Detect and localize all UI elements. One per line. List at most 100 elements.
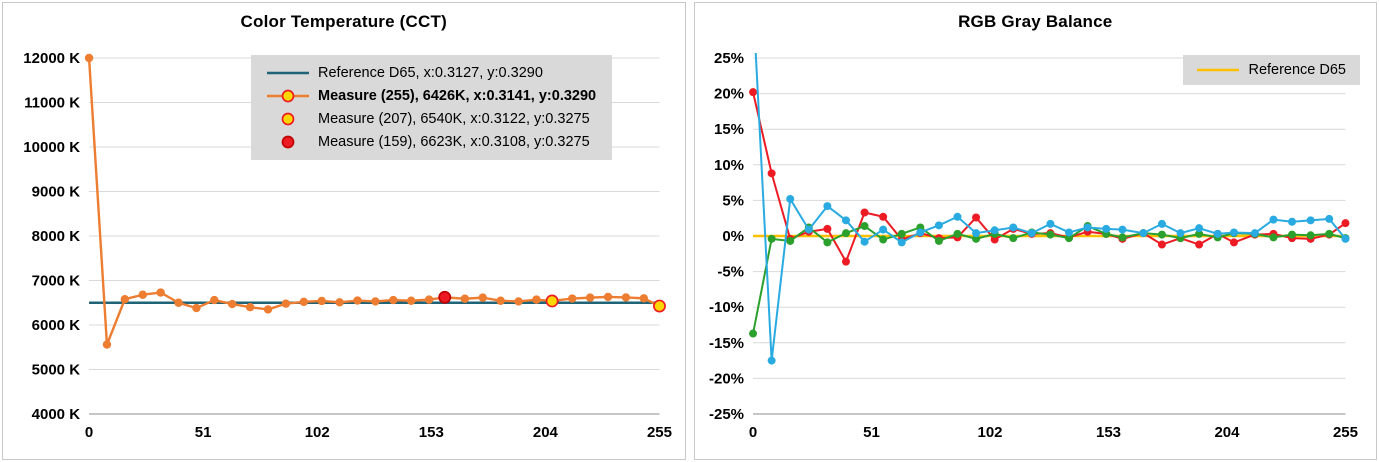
series-marker-green xyxy=(1117,233,1126,242)
marker-legend-icon xyxy=(281,135,295,149)
legend-label: Measure (159), 6623K, x:0.3108, y:0.3275 xyxy=(318,134,590,150)
series-marker-measure xyxy=(335,298,344,307)
x-tick-label: 102 xyxy=(305,424,330,441)
y-tick-label: 10000 K xyxy=(23,139,80,156)
highlight-marker xyxy=(438,290,452,304)
series-marker-green xyxy=(748,329,757,338)
series-marker-blue xyxy=(1287,217,1296,226)
series-marker-blue xyxy=(1306,216,1315,225)
series-marker-measure xyxy=(192,303,201,313)
y-tick-label: 15% xyxy=(713,121,743,138)
series-marker-measure xyxy=(460,294,470,303)
series-marker-blue xyxy=(1008,223,1017,232)
series-marker-red xyxy=(822,224,831,233)
series-marker-red xyxy=(860,208,869,217)
rgb-chart-legend: Reference D65 xyxy=(1183,55,1360,85)
series-marker-red xyxy=(990,235,999,244)
legend-entry: Reference D65 xyxy=(1197,62,1346,78)
highlight-marker xyxy=(545,294,559,308)
series-marker-blue xyxy=(1340,234,1349,243)
series-marker-measure xyxy=(245,303,255,312)
line-legend-icon xyxy=(1197,68,1240,72)
series-line-green xyxy=(751,225,1346,334)
x-tick-label: 51 xyxy=(195,424,212,441)
series-marker-blue xyxy=(1083,223,1092,232)
y-tick-label: -15% xyxy=(708,335,743,352)
series-marker-measure xyxy=(371,297,380,306)
rgb-chart-title: RGB Gray Balance xyxy=(958,12,1113,31)
series-marker-blue xyxy=(1045,219,1054,228)
rgb-chart-panel: RGB Gray Balance -25% -20% -15% -10% -5% 0% 5%… xyxy=(693,2,1377,460)
series-marker-blue xyxy=(1117,225,1126,234)
legend-entry: Measure (207), 6540K, x:0.3122, y:0.3275 xyxy=(267,111,596,127)
series-marker-green xyxy=(1045,230,1054,239)
series-marker-blue xyxy=(1101,224,1110,233)
series-marker-blue xyxy=(897,238,906,247)
cct-chart-title: Color Temperature (CCT) xyxy=(240,12,447,31)
series-marker-blue xyxy=(767,356,776,365)
series-marker-measure xyxy=(174,298,183,307)
line-legend-icon xyxy=(267,71,309,75)
x-tick-label: 204 xyxy=(533,424,559,441)
series-marker-measure xyxy=(299,297,309,307)
series-marker-blue xyxy=(1064,228,1073,237)
legend-entry: Reference D65, x:0.3127, y:0.3290 xyxy=(267,65,596,81)
series-marker-measure xyxy=(138,290,147,299)
x-tick-label: 0 xyxy=(748,424,756,441)
cct-chart-panel: Color Temperature (CCT) 4000 K 5000 K 6000… xyxy=(2,2,686,460)
series-marker-measure xyxy=(210,295,219,305)
cct-chart-legend: Reference D65, x:0.3127, y:0.3290 Measure… xyxy=(251,55,613,160)
series-marker-red xyxy=(878,212,887,221)
series-marker-blue xyxy=(1027,229,1036,238)
series-marker-measure xyxy=(532,295,541,304)
series-marker-measure xyxy=(406,296,416,305)
series-marker-blue xyxy=(952,212,961,221)
series-marker-measure xyxy=(424,295,434,304)
series-marker-measure xyxy=(478,293,487,302)
legend-label: Measure (207), 6540K, x:0.3122, y:0.3275 xyxy=(318,111,590,127)
series-marker-blue xyxy=(1213,229,1222,238)
series-marker-blue xyxy=(841,216,850,225)
series-marker-green xyxy=(1194,229,1203,238)
series-marker-measure xyxy=(603,292,613,302)
x-tick-label: 51 xyxy=(863,424,880,441)
legend-label: Reference D65 xyxy=(1248,62,1346,78)
y-tick-label: 6000 K xyxy=(32,317,81,334)
legend-label: Reference D65, x:0.3127, y:0.3290 xyxy=(318,65,543,81)
series-marker-green xyxy=(1306,231,1315,240)
series-marker-blue xyxy=(1250,229,1259,238)
series-marker-green xyxy=(1268,233,1277,242)
y-tick-label: 0% xyxy=(722,228,744,245)
series-marker-measure xyxy=(353,296,362,305)
legend-label: Measure (255), 6426K, x:0.3141, y:0.3290 xyxy=(318,88,597,104)
series-marker-red xyxy=(1229,238,1238,247)
x-tick-label: 204 xyxy=(1214,424,1240,441)
x-tick-label: 255 xyxy=(647,424,672,441)
legend-entry: Measure (255), 6426K, x:0.3141, y:0.3290 xyxy=(267,88,596,104)
series-marker-red xyxy=(1157,240,1166,249)
series-marker-green xyxy=(1324,229,1333,238)
series-marker-blue xyxy=(1324,214,1333,223)
series-marker-red xyxy=(1340,219,1349,228)
line-marker-legend-icon xyxy=(267,89,309,103)
series-marker-measure xyxy=(281,299,291,308)
series-marker-measure xyxy=(389,295,398,305)
y-tick-label: 10% xyxy=(713,157,743,174)
series-marker-blue xyxy=(1138,229,1147,238)
y-tick-label: 20% xyxy=(713,86,743,103)
x-tick-label: 102 xyxy=(977,424,1002,441)
x-tick-label: 153 xyxy=(419,424,444,441)
x-tick-label: 0 xyxy=(85,424,93,441)
series-marker-red xyxy=(1194,240,1203,249)
series-marker-measure xyxy=(621,293,631,302)
series-marker-measure xyxy=(317,296,326,306)
series-marker-green xyxy=(767,234,776,243)
series-marker-blue xyxy=(804,225,813,234)
series-marker-measure xyxy=(84,53,94,63)
legend-entry: Measure (159), 6623K, x:0.3108, y:0.3275 xyxy=(267,134,596,150)
series-marker-green xyxy=(897,229,906,238)
y-tick-label: 12000 K xyxy=(23,50,80,67)
rgb-chart-plot: -25% -20% -15% -10% -5% 0% 5% 10% 15% 20% 25% 0 51 10… xyxy=(708,50,1357,441)
series-marker-green xyxy=(1008,234,1017,243)
